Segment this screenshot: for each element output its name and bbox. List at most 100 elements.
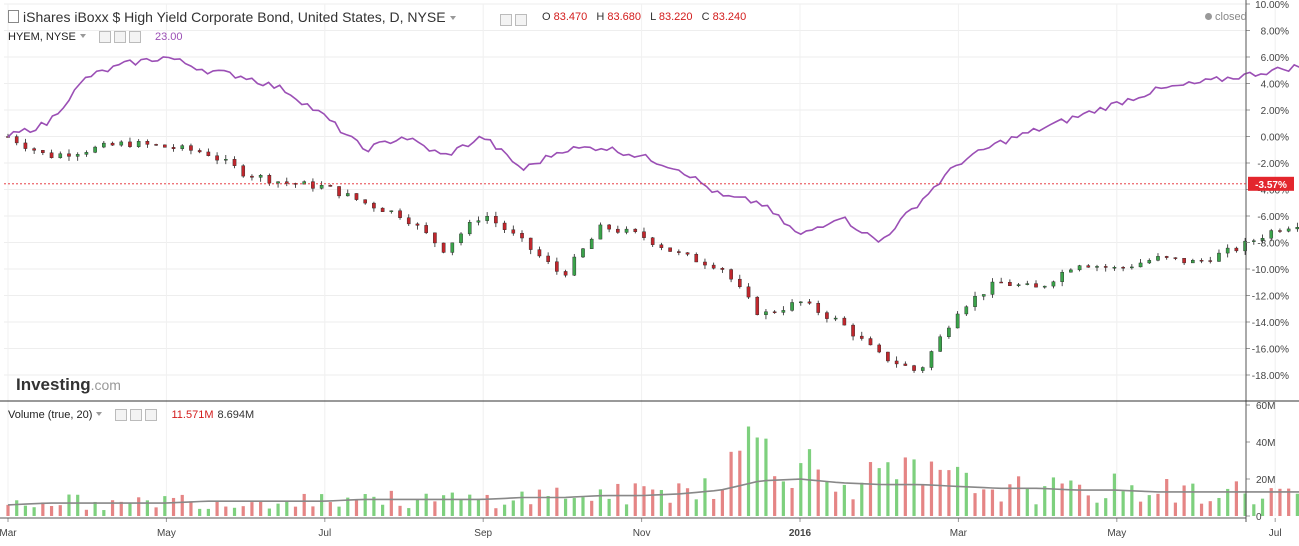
volume-bar bbox=[555, 487, 559, 516]
volume-bar bbox=[938, 469, 942, 516]
candle bbox=[546, 255, 550, 262]
candle bbox=[1156, 256, 1160, 261]
candle bbox=[1130, 266, 1134, 269]
candle bbox=[1164, 256, 1169, 258]
candle bbox=[1182, 258, 1186, 264]
volume-bar bbox=[929, 461, 934, 516]
candle bbox=[616, 228, 620, 233]
candle bbox=[372, 202, 376, 209]
candle bbox=[232, 159, 237, 166]
candle bbox=[163, 144, 167, 148]
volume-bar bbox=[651, 489, 655, 516]
volume-bar bbox=[1008, 484, 1012, 516]
chevron-down-icon[interactable] bbox=[449, 16, 456, 20]
volume-legend: Volume (true, 20) 11.571M 8.694M bbox=[8, 409, 255, 422]
grid bbox=[4, 3, 1276, 516]
volume-bar bbox=[328, 502, 332, 516]
y-tick-label: -8.00% bbox=[1257, 239, 1289, 250]
candle bbox=[41, 150, 45, 153]
volume-bar bbox=[546, 496, 550, 516]
volume-bar bbox=[1287, 488, 1291, 516]
volume-bar bbox=[119, 501, 123, 516]
symbol-icon bbox=[8, 10, 19, 23]
volume-bar bbox=[1016, 476, 1021, 516]
y-tick-label: -14.00% bbox=[1252, 318, 1289, 329]
candle bbox=[581, 248, 585, 258]
volume-bar bbox=[1060, 483, 1064, 516]
volume-bar bbox=[886, 462, 890, 516]
x-tick-label: May bbox=[157, 528, 176, 539]
candle bbox=[1103, 266, 1108, 268]
volume-bar bbox=[1226, 488, 1230, 516]
volume-bar bbox=[1104, 498, 1108, 516]
volume-bar bbox=[842, 484, 846, 516]
volume-bar bbox=[1156, 493, 1160, 516]
close-icon[interactable] bbox=[128, 31, 141, 44]
hide-icon[interactable] bbox=[98, 31, 111, 44]
candle bbox=[1008, 282, 1012, 286]
settings-icon[interactable] bbox=[515, 13, 527, 26]
volume-bar bbox=[616, 483, 620, 516]
volume-bar bbox=[1295, 493, 1299, 516]
candle bbox=[49, 152, 54, 159]
volume-bar bbox=[232, 507, 237, 516]
candle bbox=[276, 181, 280, 184]
chevron-down-icon[interactable] bbox=[79, 34, 86, 38]
candle bbox=[607, 224, 611, 230]
candle bbox=[738, 278, 742, 288]
candle bbox=[1199, 260, 1204, 262]
candle bbox=[1278, 230, 1282, 232]
candle bbox=[903, 363, 908, 366]
volume-bar bbox=[990, 489, 995, 516]
volume-bar bbox=[903, 457, 907, 516]
candle bbox=[1147, 260, 1152, 264]
chart-title: iShares iBoxx $ High Yield Corporate Bon… bbox=[8, 9, 456, 25]
candle bbox=[319, 185, 324, 189]
hide-icon[interactable] bbox=[500, 13, 512, 26]
volume-bar bbox=[215, 501, 219, 516]
candle bbox=[772, 311, 777, 313]
volume-bar bbox=[389, 490, 393, 516]
candle bbox=[1077, 265, 1082, 271]
volume-bar bbox=[1112, 473, 1117, 516]
candle bbox=[947, 327, 951, 337]
comparison-series-line bbox=[7, 56, 1299, 244]
candle bbox=[668, 247, 672, 252]
volume-bar bbox=[1069, 480, 1073, 516]
candle bbox=[537, 249, 542, 257]
chevron-down-icon[interactable] bbox=[96, 412, 103, 416]
volume-bar bbox=[407, 508, 411, 516]
candle bbox=[1191, 260, 1195, 264]
candle bbox=[128, 141, 132, 147]
candle bbox=[1217, 252, 1221, 262]
volume-bar bbox=[450, 492, 454, 516]
candle bbox=[14, 136, 19, 144]
volume-bar bbox=[1165, 479, 1169, 516]
volume-bar bbox=[1191, 483, 1195, 516]
volume-bar bbox=[276, 503, 280, 516]
x-tick-label: Sep bbox=[474, 528, 492, 539]
volume-bar bbox=[520, 491, 524, 516]
settings-icon[interactable] bbox=[113, 31, 126, 44]
volume-bar bbox=[433, 501, 437, 516]
volume-bar bbox=[15, 500, 19, 516]
candle bbox=[1138, 262, 1143, 268]
volume-bar bbox=[781, 481, 785, 516]
candle bbox=[154, 144, 158, 146]
volume-bar bbox=[58, 505, 62, 516]
close-icon[interactable] bbox=[145, 409, 158, 422]
candle bbox=[32, 148, 36, 151]
candle bbox=[1295, 227, 1299, 230]
volume-bar bbox=[860, 482, 864, 516]
settings-icon[interactable] bbox=[130, 409, 143, 422]
candle bbox=[450, 242, 455, 253]
hide-icon[interactable] bbox=[115, 409, 128, 422]
volume-bar bbox=[799, 463, 803, 516]
candle bbox=[764, 311, 768, 315]
candle bbox=[999, 281, 1003, 284]
candle bbox=[563, 271, 568, 276]
volume-bar bbox=[1260, 498, 1265, 516]
volume-bar bbox=[502, 504, 507, 516]
